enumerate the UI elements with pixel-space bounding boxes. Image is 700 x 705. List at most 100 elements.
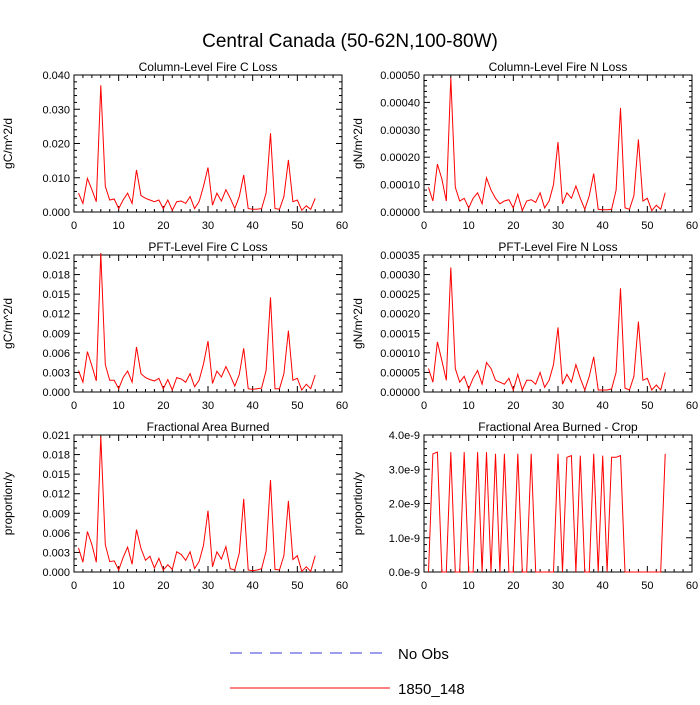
- x-tick-label: 50: [291, 220, 303, 232]
- x-tick-label: 30: [552, 400, 564, 412]
- series-line: [78, 252, 316, 392]
- y-tick-label: 3.0e-9: [389, 464, 420, 476]
- y-tick-label: 0.010: [42, 173, 70, 185]
- x-tick-label: 20: [507, 580, 519, 592]
- y-tick-label: 2.0e-9: [389, 499, 420, 511]
- y-tick-label: 0.006: [42, 348, 70, 360]
- y-axis-label: proportion/y: [351, 472, 365, 535]
- y-tick-label: 0.000: [42, 387, 70, 399]
- y-tick-label: 0.015: [42, 469, 70, 481]
- y-tick-label: 0.021: [42, 250, 70, 262]
- series-line: [78, 436, 316, 573]
- chart-panel: 0 10 20 30 40 50 60 0.000 0.010 0.020 0.030 0.040 Co…: [1, 60, 348, 232]
- x-tick-label: 40: [597, 220, 609, 232]
- x-tick-label: 20: [157, 400, 169, 412]
- y-tick-label: 0.009: [42, 328, 70, 340]
- x-tick-label: 50: [641, 220, 653, 232]
- y-tick-label: 0.00010: [380, 348, 420, 360]
- y-tick-label: 0.003: [42, 547, 70, 559]
- y-tick-label: 0.000: [42, 207, 70, 219]
- y-tick-label: 0.00015: [380, 328, 420, 340]
- x-tick-label: 20: [157, 580, 169, 592]
- x-tick-label: 10: [463, 220, 475, 232]
- legend: No Obs 1850_148: [230, 646, 465, 698]
- chart-title: Fractional Area Burned - Crop: [478, 420, 638, 434]
- chart-panel: 0 10 20 30 40 50 60 0.000 0.003 0.006 0.009 0.012 0.…: [1, 240, 348, 412]
- y-tick-label: 0.030: [42, 104, 70, 116]
- x-tick-label: 60: [686, 220, 698, 232]
- y-tick-label: 0.000: [42, 567, 70, 579]
- x-tick-label: 30: [552, 580, 564, 592]
- y-axis-label: gN/m^2/d: [351, 298, 365, 349]
- x-tick-label: 30: [202, 220, 214, 232]
- x-tick-label: 40: [597, 400, 609, 412]
- y-tick-label: 0.00020: [380, 309, 420, 321]
- y-tick-label: 0.018: [42, 450, 70, 462]
- x-tick-label: 20: [507, 400, 519, 412]
- series-line: [78, 85, 316, 212]
- y-tick-label: 1.0e-9: [389, 533, 420, 545]
- y-tick-label: 0.00035: [380, 250, 420, 262]
- chart-title: Fractional Area Burned: [147, 420, 270, 434]
- y-tick-label: 0.020: [42, 139, 70, 151]
- y-tick-label: 0.00000: [380, 387, 420, 399]
- legend-label: 1850_148: [398, 681, 465, 698]
- x-tick-label: 0: [421, 400, 427, 412]
- y-tick-label: 0.00005: [380, 367, 420, 379]
- y-axis-label: gC/m^2/d: [1, 118, 15, 169]
- x-tick-label: 60: [336, 220, 348, 232]
- x-tick-label: 40: [597, 580, 609, 592]
- series-line: [428, 451, 666, 573]
- chart-panel: 0 10 20 30 40 50 60 0.00000 0.00005 0.00010 0.0001…: [351, 240, 698, 412]
- y-tick-label: 0.00050: [380, 70, 420, 82]
- y-tick-label: 0.015: [42, 289, 70, 301]
- x-tick-label: 50: [291, 400, 303, 412]
- y-axis-label: gC/m^2/d: [1, 298, 15, 349]
- series-line: [428, 77, 666, 213]
- chart-title: Column-Level Fire C Loss: [139, 60, 278, 74]
- y-tick-label: 4.0e-9: [389, 430, 420, 442]
- x-tick-label: 0: [71, 220, 77, 232]
- chart-panels: 0 10 20 30 40 50 60 0.000 0.010 0.020 0.030 0.040 Co…: [1, 60, 698, 592]
- y-tick-label: 0.00025: [380, 289, 420, 301]
- y-tick-label: 0.00000: [380, 207, 420, 219]
- x-tick-label: 60: [686, 400, 698, 412]
- x-tick-label: 10: [463, 400, 475, 412]
- x-tick-label: 50: [641, 400, 653, 412]
- chart-panel: 0 10 20 30 40 50 60 0.000 0.003 0.006 0.009 0.012 0.…: [1, 420, 348, 592]
- x-tick-label: 10: [463, 580, 475, 592]
- chart-title: PFT-Level Fire C Loss: [148, 240, 267, 254]
- x-tick-label: 20: [157, 220, 169, 232]
- x-tick-label: 10: [113, 220, 125, 232]
- y-tick-label: 0.040: [42, 70, 70, 82]
- x-tick-label: 30: [552, 220, 564, 232]
- y-tick-label: 0.012: [42, 489, 70, 501]
- x-tick-label: 30: [202, 580, 214, 592]
- x-tick-label: 60: [336, 580, 348, 592]
- y-tick-label: 0.003: [42, 367, 70, 379]
- x-tick-label: 10: [113, 400, 125, 412]
- y-tick-label: 0.021: [42, 430, 70, 442]
- x-tick-label: 50: [291, 580, 303, 592]
- y-tick-label: 0.006: [42, 528, 70, 540]
- legend-label: No Obs: [398, 646, 449, 663]
- x-tick-label: 20: [507, 220, 519, 232]
- x-tick-label: 60: [686, 580, 698, 592]
- x-tick-label: 0: [421, 220, 427, 232]
- y-tick-label: 0.0e-9: [389, 567, 420, 579]
- x-tick-label: 0: [421, 580, 427, 592]
- x-tick-label: 10: [113, 580, 125, 592]
- y-axis-label: proportion/y: [1, 472, 15, 535]
- chart-title: Column-Level Fire N Loss: [489, 60, 628, 74]
- x-tick-label: 0: [71, 400, 77, 412]
- y-tick-label: 0.00020: [380, 152, 420, 164]
- y-tick-label: 0.00010: [380, 180, 420, 192]
- y-tick-label: 0.012: [42, 309, 70, 321]
- x-tick-label: 60: [336, 400, 348, 412]
- y-tick-label: 0.018: [42, 270, 70, 282]
- chart-panel: 0 10 20 30 40 50 60 0.00000 0.00010 0.00020 0.0003…: [351, 60, 698, 232]
- y-tick-label: 0.009: [42, 508, 70, 520]
- x-tick-label: 40: [247, 580, 259, 592]
